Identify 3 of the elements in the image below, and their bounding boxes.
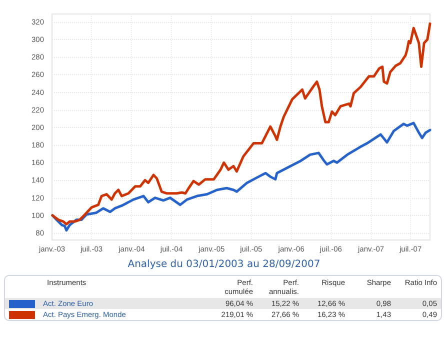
line-series xyxy=(51,22,432,226)
line-series xyxy=(51,122,432,232)
text: Analyse du 03/01/2003 au 28/09/2007 xyxy=(126,259,322,270)
